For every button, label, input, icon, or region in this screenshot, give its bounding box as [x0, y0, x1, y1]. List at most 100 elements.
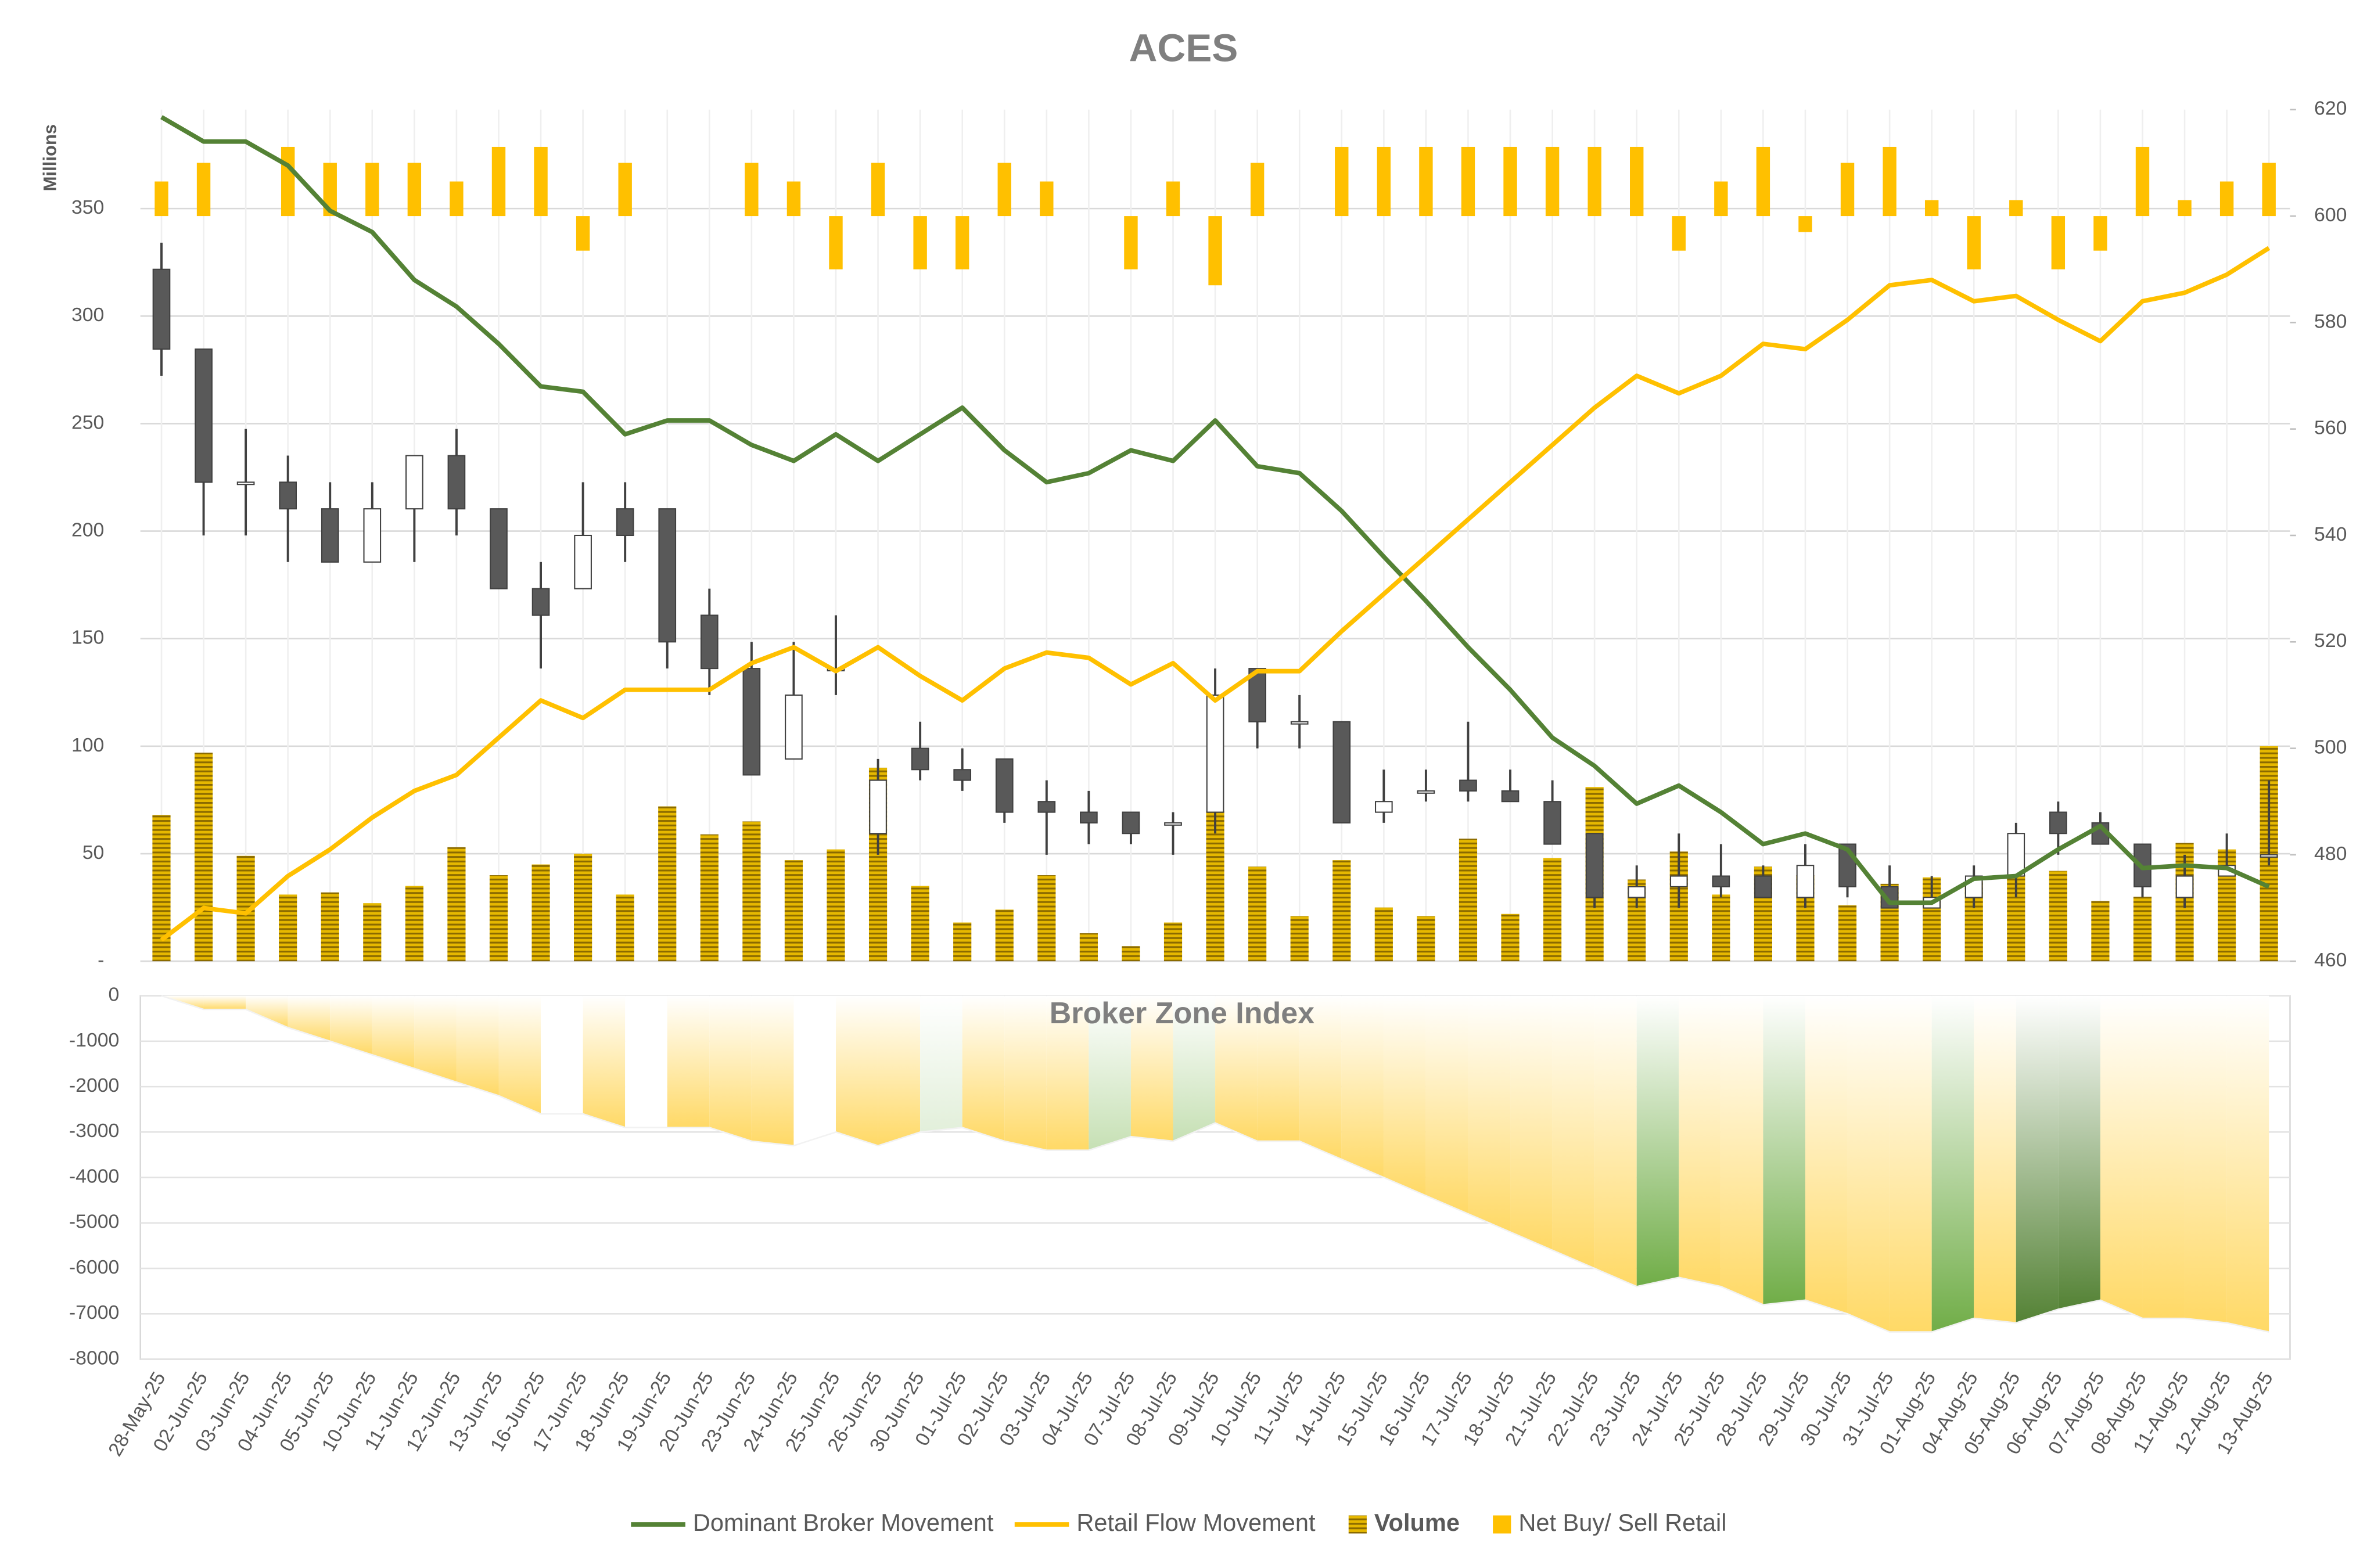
- area-segment: [330, 995, 372, 1055]
- candle-body: [1417, 790, 1435, 794]
- bar: [1250, 163, 1265, 217]
- bar: [2049, 871, 2067, 962]
- bar: [1924, 200, 1939, 217]
- bar: [616, 894, 634, 962]
- bar: [531, 864, 550, 962]
- area-segment: [1089, 995, 1131, 1150]
- candle-body: [279, 481, 297, 510]
- area-segment: [2016, 995, 2059, 1323]
- bar: [450, 181, 464, 217]
- candle-body: [152, 268, 171, 350]
- bar: [1630, 146, 1644, 217]
- bar: [155, 181, 168, 217]
- bar: [1587, 146, 1601, 217]
- area-segment: [2058, 995, 2100, 1310]
- area-edge: [161, 995, 2269, 1333]
- area-segment: [541, 995, 583, 1114]
- chart-title: ACES: [1129, 27, 1238, 70]
- y-tick-label: 200: [71, 519, 104, 541]
- bar: [1419, 146, 1433, 217]
- bar: [742, 821, 761, 962]
- candle-body: [1374, 801, 1393, 813]
- candle-body: [742, 668, 761, 776]
- area-segment: [962, 995, 1005, 1141]
- bar: [2262, 163, 2276, 217]
- bar: [2135, 146, 2150, 217]
- bar: [1079, 933, 1098, 962]
- candle-body: [1459, 779, 1477, 792]
- candle-body: [1290, 721, 1309, 725]
- area-segment: [1004, 995, 1047, 1150]
- area-segment: [1257, 995, 1300, 1141]
- area-segment: [1046, 995, 1089, 1150]
- candle-body: [1501, 790, 1520, 803]
- bar: [1543, 858, 1562, 962]
- bar: [995, 909, 1014, 962]
- y-tick-label: -8000: [69, 1347, 119, 1369]
- bar: [407, 163, 422, 217]
- bar: [196, 163, 211, 217]
- area-segment: [2185, 995, 2227, 1323]
- candle-body: [1585, 833, 1604, 898]
- y-tick-label: 0: [109, 984, 120, 1006]
- candle-body: [236, 481, 255, 485]
- area-segment: [1847, 995, 1890, 1332]
- bar: [658, 806, 677, 962]
- candle-body: [2007, 833, 2025, 877]
- bar: [1037, 875, 1056, 962]
- candle-body: [1332, 721, 1351, 823]
- area-segment: [1721, 995, 1763, 1305]
- bar: [955, 216, 969, 269]
- area-segment: [1974, 995, 2016, 1323]
- y2-tick-label: 540: [2314, 523, 2347, 545]
- bar: [784, 860, 803, 962]
- candle-body: [616, 508, 634, 537]
- candle-body: [700, 614, 719, 670]
- bar: [745, 163, 759, 217]
- y-tick-label: -6000: [69, 1256, 119, 1278]
- lower-title: Broker Zone Index: [1050, 996, 1314, 1030]
- bar: [1461, 146, 1475, 217]
- area-segment: [920, 995, 962, 1132]
- y2-tick-label: 560: [2314, 417, 2347, 439]
- bar: [576, 216, 590, 251]
- y-tick-label: 50: [82, 841, 105, 864]
- y2-tick-label: 500: [2314, 736, 2347, 758]
- legend-label: Volume: [1374, 1509, 1460, 1536]
- area-segment: [203, 995, 246, 1010]
- bar: [911, 886, 929, 962]
- bar: [1503, 146, 1517, 217]
- y-tick-label: -: [98, 949, 104, 971]
- bar: [2009, 200, 2023, 217]
- candle-body: [1754, 875, 1772, 898]
- legend-label: Retail Flow Movement: [1076, 1509, 1316, 1536]
- y-tick-label: 100: [71, 734, 104, 756]
- bar: [913, 216, 927, 269]
- area-segment: [1384, 995, 1426, 1196]
- bar: [405, 886, 423, 962]
- y2-tick-label: 460: [2314, 949, 2347, 971]
- area-segment: [1679, 995, 1721, 1287]
- candle-body: [1206, 694, 1224, 813]
- area-segment: [1341, 995, 1384, 1178]
- bar: [1883, 146, 1897, 217]
- area-segment: [1890, 995, 1932, 1332]
- candle-body: [995, 758, 1014, 813]
- candle-body: [1796, 865, 1815, 898]
- bar: [1756, 146, 1770, 217]
- bar: [1672, 216, 1686, 251]
- candle-body: [363, 508, 382, 563]
- candle-body: [2175, 875, 2194, 898]
- bar: [1967, 216, 1981, 269]
- bar: [1838, 905, 1857, 962]
- bar: [2091, 901, 2110, 962]
- y-tick-label: 300: [71, 304, 104, 326]
- area-segment: [2226, 995, 2269, 1332]
- bar: [1501, 914, 1520, 962]
- area-segment: [1299, 995, 1342, 1160]
- bar: [279, 894, 297, 962]
- area-segment: [751, 995, 794, 1146]
- area-segment: [1425, 995, 1468, 1214]
- candle-body: [574, 534, 592, 589]
